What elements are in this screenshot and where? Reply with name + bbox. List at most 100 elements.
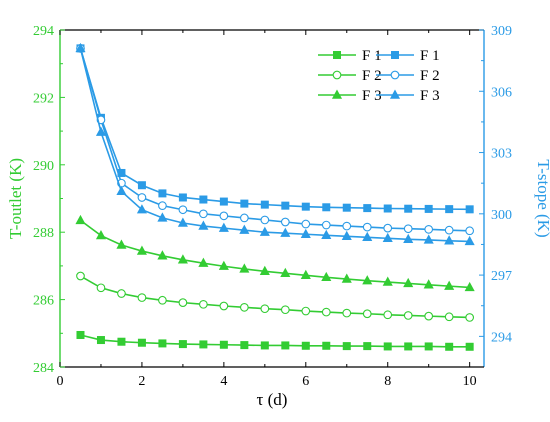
data-point — [465, 205, 474, 214]
data-point — [199, 195, 208, 204]
data-point — [117, 289, 126, 298]
y-right-tick-label: 306 — [491, 85, 512, 100]
data-point — [424, 224, 434, 234]
data-point — [403, 224, 413, 234]
legend-item: F 1 — [376, 48, 440, 64]
data-point — [321, 307, 331, 317]
data-point — [403, 233, 414, 244]
data-point — [178, 340, 187, 349]
data-point — [137, 293, 147, 302]
data-point — [116, 185, 127, 196]
data-point — [75, 42, 86, 53]
data-point — [75, 214, 86, 225]
data-point — [321, 220, 331, 230]
legend-marker — [333, 51, 341, 59]
data-point — [444, 280, 455, 290]
data-point — [445, 342, 454, 351]
data-point — [382, 276, 393, 286]
data-point — [239, 263, 250, 273]
x-tick-label: 2 — [138, 374, 145, 389]
data-point — [260, 341, 269, 350]
data-point — [219, 340, 228, 349]
data-point — [199, 299, 208, 309]
data-point — [219, 197, 228, 206]
data-point — [157, 212, 168, 222]
data-point — [259, 226, 270, 236]
data-point — [158, 339, 167, 348]
data-point — [300, 269, 311, 280]
data-point — [383, 310, 393, 320]
legend-marker — [390, 70, 400, 80]
data-point — [219, 211, 229, 221]
data-point — [199, 340, 208, 349]
series-left-3 — [75, 214, 475, 292]
data-point — [239, 213, 249, 223]
data-point — [362, 231, 373, 242]
data-point — [116, 239, 127, 249]
y-left-tick-label: 290 — [33, 159, 54, 174]
y-left-tick-label: 294 — [33, 24, 54, 39]
data-point — [260, 200, 269, 209]
data-point — [178, 298, 188, 307]
data-point — [280, 267, 291, 278]
data-point — [342, 203, 351, 212]
series-left-2 — [76, 271, 475, 322]
data-point — [423, 234, 434, 244]
legend-marker — [389, 89, 401, 99]
data-point — [218, 260, 229, 270]
data-point — [465, 313, 475, 322]
data-point — [177, 254, 188, 264]
y-right-tick-label: 300 — [491, 208, 512, 223]
data-point — [465, 342, 474, 351]
data-point — [239, 224, 250, 234]
y-left-tick-label: 286 — [33, 294, 54, 309]
y-right-tick-label: 309 — [491, 24, 512, 39]
data-point — [424, 311, 434, 321]
data-point — [322, 203, 331, 212]
data-point — [158, 201, 167, 210]
data-point — [76, 330, 85, 339]
axes-layer: 0 2 4 6 8 10 284 286 288 290 292 294 294 297 300 303 306… — [6, 24, 550, 409]
x-tick-label: 8 — [384, 374, 391, 389]
y-left-axis-title: T-outlet (K) — [6, 158, 25, 239]
data-point — [403, 277, 414, 288]
data-point — [96, 336, 105, 345]
data-point — [322, 341, 331, 350]
y-right-axis-title: T-stope (K) — [534, 159, 550, 237]
data-point — [301, 219, 311, 229]
data-point — [137, 193, 147, 202]
data-point — [259, 265, 270, 275]
data-point — [95, 230, 107, 240]
data-point — [445, 205, 454, 214]
data-point — [444, 225, 454, 235]
x-tick-label: 4 — [220, 374, 227, 389]
data-point — [424, 342, 433, 351]
data-point — [300, 228, 311, 238]
data-point — [136, 245, 147, 255]
data-point — [198, 257, 209, 267]
data-point — [260, 215, 270, 225]
legend-item: F 1 — [318, 48, 382, 64]
x-tick-label: 6 — [302, 374, 309, 389]
data-point — [137, 181, 146, 190]
data-point — [444, 312, 454, 322]
data-point — [404, 204, 413, 213]
data-point — [117, 337, 126, 346]
data-point — [403, 311, 413, 320]
x-tick-label: 10 — [463, 374, 477, 389]
data-point — [382, 232, 393, 243]
data-point — [280, 217, 290, 227]
data-point — [423, 279, 434, 289]
data-point — [178, 193, 187, 202]
y-right-tick-label: 294 — [491, 330, 512, 345]
data-point — [96, 283, 106, 293]
data-point — [321, 271, 332, 282]
data-point — [363, 342, 372, 351]
x-axis-title: τ (d) — [257, 390, 288, 409]
data-point — [321, 229, 332, 239]
data-point — [362, 275, 373, 285]
legend: F 1 F 2 F 3 F 1 F 2 F 3 — [318, 48, 440, 104]
data-point — [95, 126, 107, 136]
